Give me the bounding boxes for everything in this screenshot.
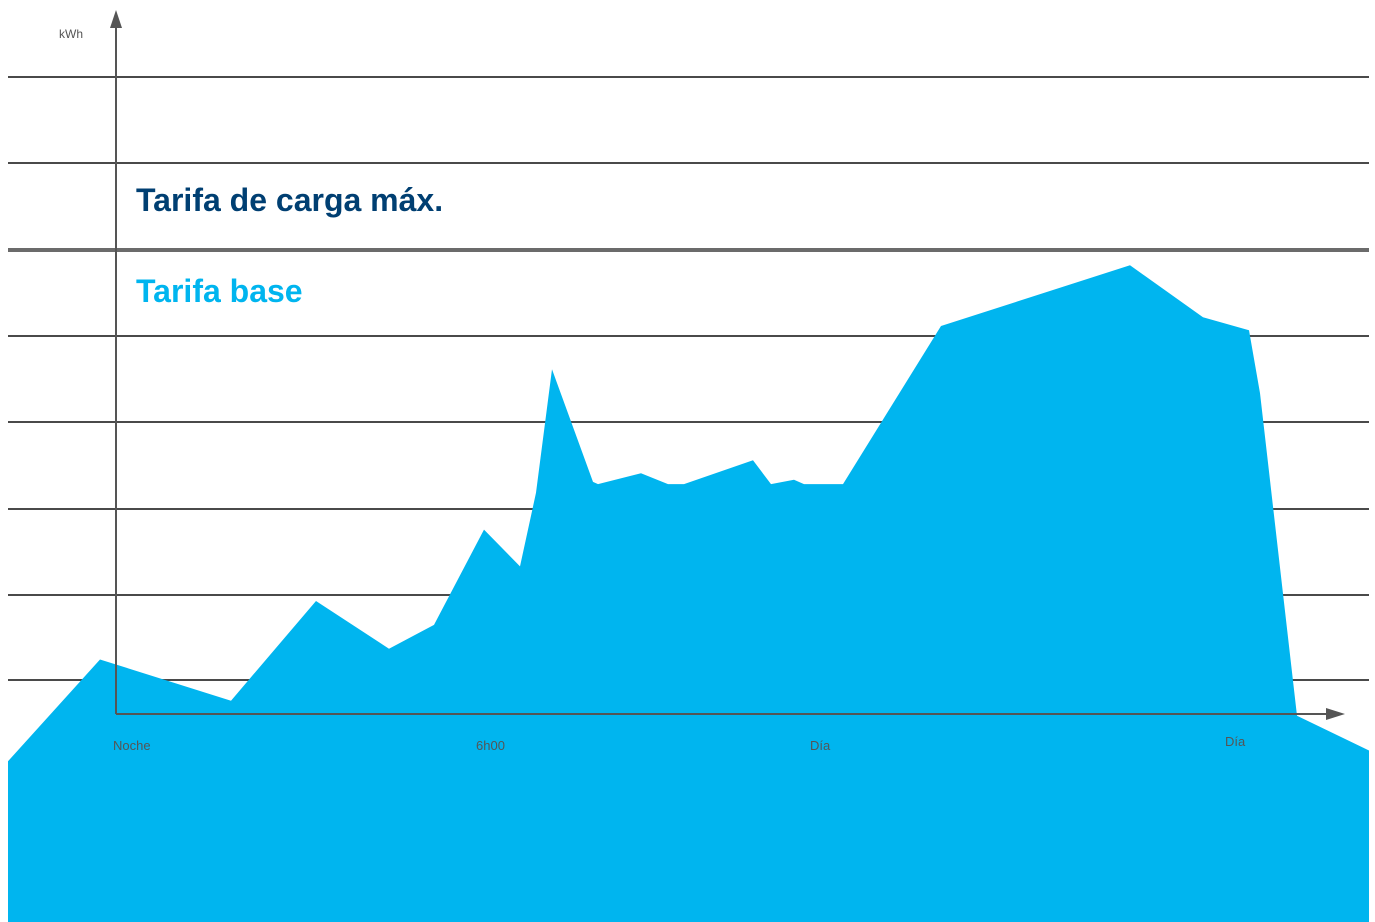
x-axis-arrow-icon	[1326, 708, 1345, 720]
x-tick-label: Día	[810, 738, 831, 753]
base-tariff-area	[8, 265, 1369, 922]
peak-tariff-label: Tarifa de carga máx.	[136, 182, 444, 218]
x-tick-label: Noche	[113, 738, 151, 753]
y-axis-label: kWh	[59, 27, 83, 41]
base-tariff-label: Tarifa base	[136, 273, 303, 309]
y-axis	[110, 10, 122, 714]
x-tick-label: Día	[1225, 734, 1246, 749]
y-axis-arrow-icon	[110, 10, 122, 28]
x-tick-label: 6h00	[476, 738, 505, 753]
x-axis	[116, 708, 1345, 720]
x-tick-labels: Noche 6h00 Día Día	[113, 734, 1246, 753]
